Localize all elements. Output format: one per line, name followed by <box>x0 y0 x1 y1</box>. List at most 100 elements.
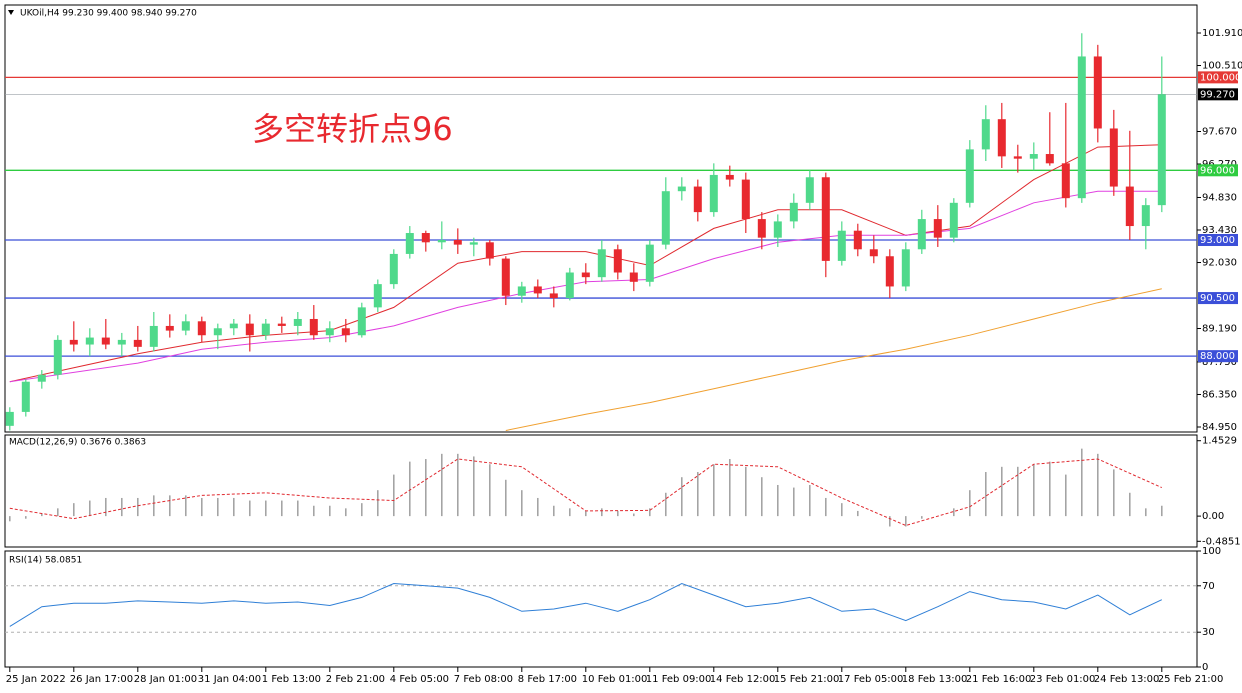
candle-body <box>965 149 974 203</box>
candle-body <box>69 339 78 345</box>
histogram-bar <box>281 500 283 517</box>
candle-body <box>997 119 1006 157</box>
histogram-bar <box>521 490 523 517</box>
candle-body <box>757 219 766 238</box>
panel-plot <box>5 582 1197 633</box>
candle-body <box>21 381 30 412</box>
histogram-bar <box>617 510 619 517</box>
candle-body <box>869 249 878 257</box>
histogram-bar <box>761 477 763 517</box>
histogram-bar <box>441 453 443 517</box>
candle-body <box>1013 156 1022 159</box>
candle-body <box>309 318 318 336</box>
candle-body <box>405 233 414 254</box>
y-tick-label: 100.510 <box>1202 61 1242 72</box>
candle-body <box>373 284 382 308</box>
level-tag <box>1198 292 1238 305</box>
candle-body <box>469 242 478 245</box>
histogram-bar <box>89 500 91 517</box>
y-tick-label: 100 <box>1202 546 1221 557</box>
candle-body <box>853 230 862 250</box>
histogram-bar <box>969 490 971 517</box>
histogram-bar <box>681 477 683 517</box>
candle-body <box>357 307 366 336</box>
histogram-bar <box>921 516 923 519</box>
histogram-bar <box>1065 474 1067 517</box>
candle-body <box>613 249 622 273</box>
level-tag <box>1198 88 1238 101</box>
candle-body <box>949 202 958 238</box>
histogram-bar <box>713 464 715 517</box>
histogram-bar <box>473 456 475 517</box>
histogram-bar <box>393 474 395 517</box>
candle-body <box>117 339 126 345</box>
x-tick-label: 11 Feb 09:00 <box>646 674 712 685</box>
x-tick-label: 24 Feb 13:00 <box>1094 674 1160 685</box>
histogram-bar <box>649 508 651 517</box>
histogram-bar <box>1097 453 1099 517</box>
histogram-bar <box>857 510 859 517</box>
y-tick-label: 87.750 <box>1202 357 1237 368</box>
histogram-bar <box>233 497 235 517</box>
candle-body <box>581 272 590 278</box>
candle-body <box>837 230 846 261</box>
candle-body <box>981 119 990 150</box>
level-tag <box>1198 71 1238 84</box>
level-label: 99.270 <box>1200 89 1235 100</box>
candle-body <box>229 323 238 329</box>
candle-body <box>1029 154 1038 159</box>
histogram-bar <box>313 505 315 517</box>
histogram-bar <box>585 510 587 517</box>
histogram-bar <box>729 459 731 517</box>
x-tick-label: 17 Feb 05:00 <box>838 674 904 685</box>
histogram-bar <box>953 508 955 517</box>
x-tick-label: 31 Jan 04:00 <box>198 674 261 685</box>
candle-body <box>85 337 94 345</box>
candle-body <box>917 219 926 250</box>
histogram-bar <box>793 487 795 517</box>
histogram-bar <box>841 503 843 517</box>
y-tick-label: 93.430 <box>1202 225 1237 236</box>
candle-body <box>597 249 606 278</box>
histogram-bar <box>185 495 187 517</box>
histogram-bar <box>1161 505 1163 517</box>
x-tick-label: 7 Feb 08:00 <box>454 674 513 685</box>
candle-body <box>389 253 398 285</box>
candle-body <box>1077 56 1086 199</box>
rsi-line <box>9 582 1163 627</box>
candle-body <box>725 174 734 180</box>
candle-body <box>165 325 174 331</box>
y-tick-label: 0.00 <box>1202 511 1224 522</box>
signal-line <box>9 458 1163 527</box>
indicator-title: MACD(12,26,9) 0.3676 0.3863 <box>9 438 146 448</box>
histogram-bar <box>57 508 59 517</box>
histogram-bar <box>345 508 347 517</box>
y-tick-label: 84.950 <box>1202 422 1237 433</box>
histogram-bar <box>745 466 747 517</box>
histogram-bar <box>249 500 251 517</box>
histogram-bar <box>25 516 27 519</box>
histogram-bar <box>41 513 43 517</box>
level-tag <box>1198 350 1238 363</box>
histogram-bar <box>73 503 75 517</box>
candle-body <box>437 239 446 243</box>
candle-body <box>133 339 142 347</box>
candle-body <box>181 321 190 331</box>
candle-body <box>709 174 718 213</box>
x-tick-label: 14 Feb 12:00 <box>710 674 776 685</box>
candle-body <box>1045 154 1054 164</box>
candle-body <box>661 191 670 245</box>
histogram-bar <box>137 497 139 517</box>
histogram-bar <box>889 516 891 527</box>
candle-body <box>1093 56 1102 129</box>
candle-body <box>37 374 46 382</box>
level-label: 96.000 <box>1200 165 1235 176</box>
moving-average <box>505 288 1162 431</box>
histogram-bar <box>505 479 507 517</box>
candle-body <box>773 221 782 238</box>
histogram-bar <box>489 464 491 517</box>
histogram-bar <box>409 461 411 517</box>
candle-body <box>149 325 158 347</box>
candle-body <box>933 219 942 238</box>
y-tick-label: 89.190 <box>1202 324 1237 335</box>
